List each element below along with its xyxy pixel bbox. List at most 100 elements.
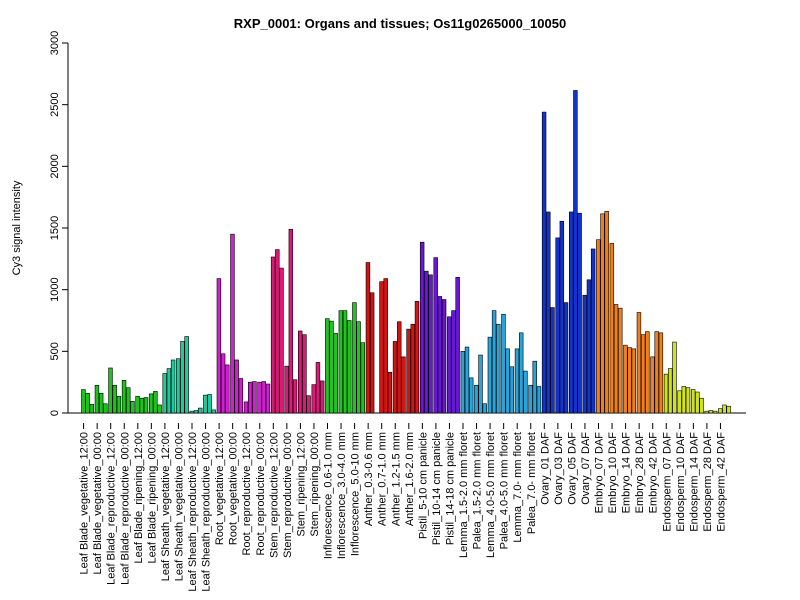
bar [135, 396, 140, 414]
x-tick-label: Endosperm_28 DAF [702, 432, 714, 532]
bar [292, 379, 298, 414]
x-tick-label: Stem_ripening_12:00 [295, 432, 307, 537]
x-tick-label: Leaf Blade_vegetative_12:00 [79, 432, 91, 575]
bar [166, 368, 172, 414]
bar [189, 410, 194, 414]
bar [658, 332, 664, 414]
bar [243, 401, 249, 414]
x-tick-label: Embryo_07 DAF [594, 432, 606, 514]
x-tick-label: Endosperm_07 DAF [661, 432, 673, 532]
x-tick-label: Anther_1.6-2.0 mm [404, 432, 416, 526]
bar [437, 296, 443, 414]
x-tick-label: Inflorescence_3.0-4.0 mm [336, 432, 348, 559]
x-axis-ticks: Leaf Blade_vegetative_12:00 Leaf Blade_ve… [79, 423, 727, 592]
bar [306, 395, 311, 414]
bar [496, 323, 501, 414]
y-tick-label: 3000 [49, 31, 61, 55]
x-tick-label: Palea_7.0- mm floret [526, 432, 538, 534]
bar [252, 381, 257, 414]
x-tick-label: Leaf Sheath_vegetative_00:00 [173, 432, 185, 581]
bar [387, 371, 393, 414]
bar [618, 307, 623, 414]
bar [207, 394, 212, 414]
x-tick-label: Embryo_42 DAF [648, 432, 660, 514]
x-tick-label: Lemma_1.5-2.0 mm floret [458, 432, 470, 558]
bar [654, 331, 659, 414]
bar [116, 396, 122, 414]
bar [265, 383, 271, 414]
bar [447, 316, 452, 414]
y-tick-label: 2000 [49, 154, 61, 178]
bar [568, 211, 574, 414]
x-tick-label: Pistil_10-14 cm panicle [431, 432, 443, 545]
y-tick-label: 1000 [49, 277, 61, 301]
x-tick-label: Ovary_07 DAF [580, 432, 592, 505]
x-tick-label: Ovary_01 DAF [539, 432, 551, 505]
bar [582, 294, 587, 414]
bar [360, 342, 365, 414]
x-tick-label: Palea_1.5-2.0 mm floret [472, 432, 484, 549]
bar [419, 241, 425, 414]
bar [645, 331, 650, 414]
x-tick-label: Root_vegetative_00:00 [228, 432, 240, 545]
bar [148, 393, 154, 414]
bar [505, 348, 510, 414]
bar [410, 323, 415, 414]
bar [193, 410, 199, 414]
x-tick-label: Leaf Sheath_reproductive_12:00 [187, 432, 199, 592]
bar [482, 403, 487, 414]
bar [722, 404, 727, 414]
bar [613, 304, 619, 414]
bar [211, 409, 216, 414]
x-tick-label: Leaf Sheath_vegetative_12:00 [160, 432, 172, 581]
x-tick-label: Ovary_05 DAF [566, 432, 578, 505]
bar [677, 390, 682, 414]
bar [216, 278, 222, 414]
x-tick-label: Leaf Blade_vegetative_00:00 [92, 432, 104, 575]
bar [424, 270, 429, 414]
y-axis-label: Cy3 signal intensity [11, 180, 23, 275]
bar [112, 384, 117, 414]
bar [663, 373, 669, 414]
bar [690, 389, 696, 414]
bar [162, 373, 167, 414]
bar [238, 378, 244, 414]
bar [180, 341, 185, 414]
x-tick-label: Leaf Blade_ripening_00:00 [146, 432, 158, 564]
bar [685, 387, 691, 414]
bar [98, 392, 104, 414]
bar [347, 320, 352, 414]
x-tick-label: Pistil_14-18 cm panicle [444, 432, 456, 545]
bar [261, 381, 266, 414]
bar [288, 228, 294, 414]
bar [555, 237, 560, 414]
bar [509, 366, 515, 414]
bar [170, 359, 176, 414]
bar [695, 391, 700, 414]
bar [577, 212, 582, 414]
bar [108, 367, 113, 414]
bar [563, 302, 569, 414]
bar [365, 262, 371, 414]
bar [157, 404, 162, 414]
bar [176, 358, 181, 414]
bar [126, 387, 131, 414]
bar [550, 307, 555, 414]
bar [406, 328, 411, 414]
bar [220, 353, 226, 414]
bar [275, 249, 280, 414]
y-tick-label: 2500 [49, 92, 61, 116]
bar [329, 320, 334, 414]
bar [121, 380, 127, 414]
bar [478, 354, 483, 414]
bar [143, 397, 149, 414]
x-tick-label: Palea_4.0-5.0 mm floret [499, 432, 511, 549]
x-tick-label: Root_reproductive_12:00 [241, 432, 253, 556]
y-tick-label: 500 [49, 342, 61, 360]
x-tick-label: Stem_reproductive_00:00 [282, 432, 294, 558]
bar [468, 377, 474, 414]
bar [518, 332, 524, 414]
bar [369, 292, 375, 414]
bar [718, 408, 723, 414]
